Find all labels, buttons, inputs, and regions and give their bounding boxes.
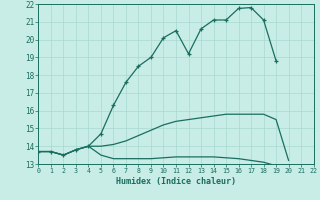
X-axis label: Humidex (Indice chaleur): Humidex (Indice chaleur): [116, 177, 236, 186]
